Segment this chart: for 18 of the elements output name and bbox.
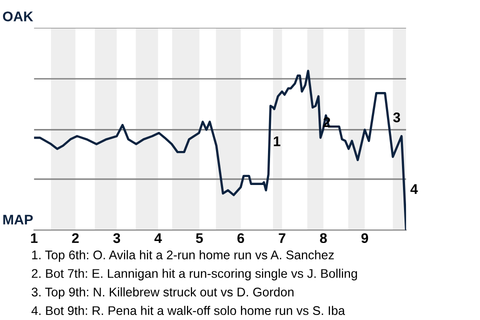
x-tick-label: 8: [320, 233, 327, 244]
x-tick-label: 5: [196, 233, 203, 244]
text: 1. Top 6th: O. Avila hit a 2-run home run vs A. Sanchez: [32, 250, 334, 262]
x-tick-label: 4: [154, 233, 162, 243]
text: MAP: [3, 214, 33, 224]
x-tick-label: 6: [237, 233, 244, 244]
x-tick-label: 1: [31, 233, 38, 243]
text: 4. Bot 9th: R. Pena hit a walk-off solo home run vs S. Iba: [31, 306, 346, 316]
x-tick-label: 9: [361, 233, 368, 244]
text: 3. Top 9th: N. Killebrew struck out vs D. Gordon: [32, 287, 294, 299]
annotation: 4: [410, 184, 418, 194]
x-tick-label: 2: [72, 233, 79, 243]
annotation: 1: [274, 136, 280, 146]
x-tick-label: 7: [278, 233, 286, 243]
annotation: 3: [393, 112, 400, 122]
x-tick-label: 3: [113, 233, 120, 244]
text: OAK: [2, 11, 34, 22]
text: 2. Bot 7th: E. Lannigan hit a run-scoring single vs J. Bolling: [32, 268, 357, 280]
